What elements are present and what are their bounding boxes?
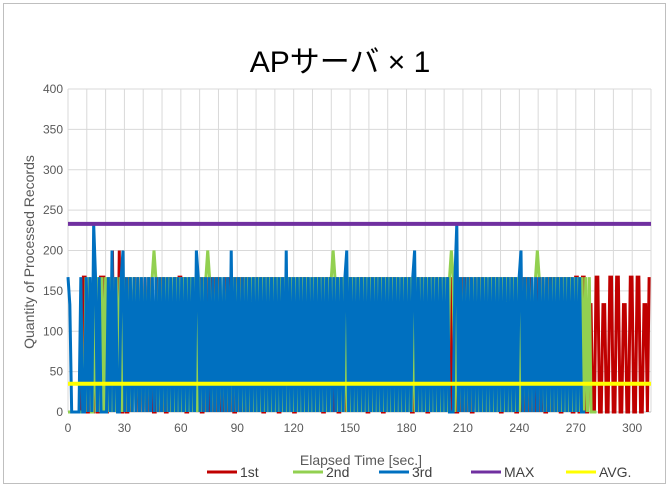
legend: 1st 2nd 3rd MAX AVG.	[207, 464, 631, 480]
y-tick-label: 250	[43, 203, 63, 217]
x-tick-label: 300	[622, 421, 642, 435]
x-tick-label: 210	[453, 421, 473, 435]
plot-area	[66, 221, 651, 414]
series-line-3rd	[66, 223, 586, 414]
x-tick-label: 60	[174, 421, 188, 435]
legend-label: 1st	[240, 464, 259, 480]
y-tick-label: 300	[43, 163, 63, 177]
y-axis-label: Quantity of Processed Records	[21, 155, 37, 349]
y-tick-label: 0	[56, 405, 63, 419]
chart-title: APサーバ × 1	[250, 46, 431, 79]
axis-ticks: 0 30 60 90 120 150 180 210 240 270 300 0 50 100 150 200…	[43, 82, 643, 435]
x-tick-label: 120	[284, 421, 304, 435]
x-tick-label: 240	[509, 421, 529, 435]
x-tick-label: 180	[397, 421, 417, 435]
x-tick-label: 0	[65, 421, 72, 435]
y-tick-label: 200	[43, 244, 63, 258]
y-tick-label: 100	[43, 324, 63, 338]
y-tick-label: 350	[43, 122, 63, 136]
x-tick-label: 30	[118, 421, 132, 435]
y-tick-label: 150	[43, 284, 63, 298]
legend-label: 2nd	[326, 464, 349, 480]
y-tick-label: 400	[43, 82, 63, 96]
legend-label: 3rd	[412, 464, 432, 480]
legend-label: AVG.	[599, 464, 631, 480]
x-tick-label: 270	[566, 421, 586, 435]
x-axis-label: Elapsed Time [sec.]	[300, 452, 422, 468]
x-tick-label: 90	[231, 421, 245, 435]
y-tick-label: 50	[50, 365, 64, 379]
legend-label: MAX	[504, 464, 535, 480]
x-tick-label: 150	[340, 421, 360, 435]
